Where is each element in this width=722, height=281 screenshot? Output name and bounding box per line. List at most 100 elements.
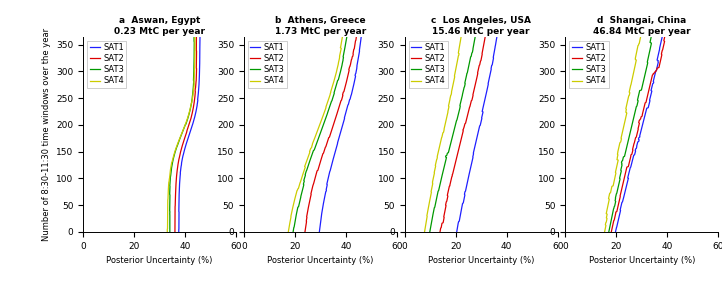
SAT3: [443, 153, 451, 156]
SAT3: [604, 230, 613, 234]
SAT2: [447, 177, 456, 180]
SAT2: [617, 189, 626, 192]
SAT1: [196, 44, 204, 48]
SAT3: [621, 153, 630, 156]
SAT1: [653, 63, 662, 67]
SAT2: [479, 44, 488, 48]
SAT4: [170, 151, 179, 155]
SAT4: [334, 63, 342, 67]
SAT2: [627, 153, 636, 156]
SAT3: [190, 35, 199, 39]
SAT2: [170, 230, 179, 234]
Line: SAT3: SAT3: [430, 37, 475, 232]
SAT4: [297, 177, 306, 180]
SAT4: [165, 177, 174, 180]
SAT4: [633, 44, 642, 48]
SAT4: [191, 35, 199, 39]
SAT3: [643, 63, 652, 67]
SAT3: [170, 151, 179, 155]
SAT1: [179, 151, 188, 155]
SAT2: [656, 63, 664, 67]
SAT1: [175, 230, 183, 234]
SAT2: [661, 35, 669, 39]
SAT1: [196, 35, 204, 39]
SAT2: [475, 63, 484, 67]
SAT2: [319, 151, 328, 155]
Line: SAT3: SAT3: [609, 37, 651, 232]
SAT3: [308, 151, 317, 155]
SAT1: [179, 153, 188, 156]
Line: SAT1: SAT1: [616, 37, 662, 232]
SAT2: [453, 151, 462, 155]
SAT4: [420, 230, 429, 234]
SAT2: [310, 177, 319, 180]
SAT1: [469, 151, 478, 155]
SAT1: [612, 230, 620, 234]
SAT2: [607, 230, 616, 234]
SAT4: [455, 44, 464, 48]
SAT3: [646, 44, 655, 48]
SAT4: [606, 189, 615, 192]
SAT2: [453, 153, 462, 156]
SAT4: [610, 177, 619, 180]
SAT3: [437, 177, 445, 180]
SAT2: [346, 63, 355, 67]
Title: d  Shangai, China
46.84 MtC per year: d Shangai, China 46.84 MtC per year: [593, 16, 691, 36]
SAT3: [613, 189, 622, 192]
SAT3: [166, 177, 175, 180]
SAT4: [457, 35, 466, 39]
SAT2: [481, 35, 490, 39]
SAT2: [192, 63, 201, 67]
SAT2: [659, 44, 668, 48]
Line: SAT1: SAT1: [179, 37, 200, 232]
Legend: SAT1, SAT2, SAT3, SAT4: SAT1, SAT2, SAT3, SAT4: [409, 41, 448, 88]
Line: SAT1: SAT1: [457, 37, 497, 232]
SAT3: [190, 63, 199, 67]
X-axis label: Posterior Uncertainty (%): Posterior Uncertainty (%): [428, 256, 534, 265]
SAT1: [175, 177, 184, 180]
SAT3: [165, 189, 174, 192]
SAT4: [427, 189, 435, 192]
SAT3: [341, 44, 349, 48]
Line: SAT4: SAT4: [168, 37, 195, 232]
SAT1: [631, 151, 640, 155]
SAT3: [165, 230, 174, 234]
X-axis label: Posterior Uncertainty (%): Posterior Uncertainty (%): [267, 256, 373, 265]
SAT3: [425, 230, 434, 234]
SAT1: [624, 177, 632, 180]
SAT4: [613, 153, 622, 156]
SAT1: [453, 230, 461, 234]
SAT3: [298, 189, 307, 192]
SAT2: [172, 177, 180, 180]
SAT2: [171, 189, 180, 192]
SAT2: [350, 44, 359, 48]
SAT2: [300, 230, 309, 234]
SAT1: [330, 153, 339, 156]
SAT3: [469, 44, 478, 48]
SAT4: [305, 153, 313, 156]
SAT4: [429, 177, 438, 180]
SAT2: [176, 151, 185, 155]
SAT4: [613, 151, 622, 155]
SAT1: [357, 35, 365, 39]
SAT2: [318, 153, 327, 156]
Title: a  Aswan, Egypt
0.23 MtC per year: a Aswan, Egypt 0.23 MtC per year: [114, 16, 205, 36]
SAT1: [461, 189, 470, 192]
SAT1: [315, 230, 323, 234]
Line: SAT1: SAT1: [319, 37, 361, 232]
SAT1: [469, 153, 478, 156]
SAT3: [342, 35, 351, 39]
SAT1: [488, 63, 497, 67]
SAT4: [434, 151, 443, 155]
SAT1: [630, 153, 639, 156]
SAT2: [628, 151, 637, 155]
Legend: SAT1, SAT2, SAT3, SAT4: SAT1, SAT2, SAT3, SAT4: [248, 41, 287, 88]
SAT4: [433, 153, 442, 156]
SAT3: [338, 63, 347, 67]
X-axis label: Posterior Uncertainty (%): Posterior Uncertainty (%): [588, 256, 695, 265]
SAT3: [308, 153, 316, 156]
Line: SAT2: SAT2: [175, 37, 196, 232]
SAT2: [192, 35, 201, 39]
SAT1: [658, 35, 666, 39]
SAT1: [324, 177, 333, 180]
